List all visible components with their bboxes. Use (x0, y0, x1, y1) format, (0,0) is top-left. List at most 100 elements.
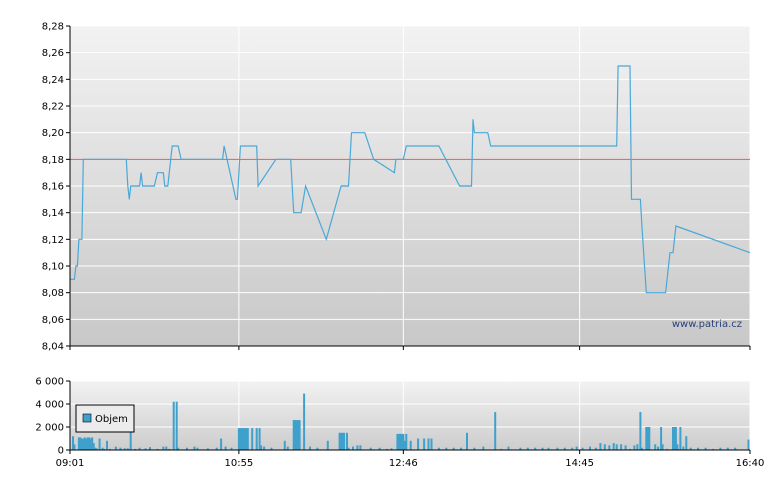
volume-bar (144, 448, 147, 450)
volume-bar (303, 393, 306, 450)
volume-bar (106, 440, 108, 450)
volume-bar (245, 428, 248, 450)
volume-bar (378, 447, 381, 450)
volume-bar (295, 420, 298, 450)
volume-bar (283, 440, 286, 450)
volume-bar (409, 440, 412, 450)
volume-bar (397, 433, 400, 450)
volume-bar (123, 448, 126, 450)
volume-bar (243, 428, 246, 450)
volume-bar (399, 433, 402, 450)
volume-bar (91, 437, 94, 450)
volume-bar (242, 428, 245, 450)
volume-bar (719, 447, 722, 450)
volume-y-tick-label: 4 000 (35, 400, 64, 411)
volume-bars (72, 393, 750, 451)
price-y-axis: 8,04 8,06 8,08 8,10 8,12 8,14 8,16 8,18 8,20 8,22… (42, 22, 70, 353)
volume-bar (620, 444, 623, 451)
volume-bar (581, 447, 584, 450)
volume-bar (726, 447, 729, 450)
volume-bar (612, 443, 615, 450)
volume-bar (640, 447, 643, 450)
volume-bar (672, 427, 674, 450)
volume-bar (343, 432, 346, 451)
volume-bar (682, 446, 685, 450)
volume-bar (356, 445, 359, 450)
volume-bar (114, 446, 117, 450)
volume-legend: Objem (75, 404, 135, 433)
volume-bar (405, 433, 408, 450)
volume-panel: 0 2 000 4 000 6 000 Objem (35, 377, 751, 457)
volume-bar (172, 401, 175, 450)
volume-bar (563, 447, 566, 450)
volume-bar (196, 447, 199, 450)
volume-bar (103, 448, 106, 450)
price-y-tick-label: 8,22 (42, 102, 64, 113)
volume-bar (239, 428, 242, 450)
price-y-tick-label: 8,14 (42, 208, 64, 219)
volume-bar (309, 446, 311, 450)
volume-bar (246, 428, 249, 450)
volume-bar (352, 446, 354, 450)
volume-bar (193, 446, 196, 450)
volume-bar (556, 447, 559, 450)
volume-bar (138, 447, 141, 450)
volume-bar (747, 439, 750, 450)
volume-bar (645, 427, 648, 450)
volume-bar (386, 448, 388, 450)
volume-bar (215, 447, 218, 450)
volume-bar (603, 444, 606, 451)
price-y-tick-label: 8,16 (42, 182, 64, 193)
volume-bar (359, 445, 362, 450)
x-tick-label: 14:45 (565, 458, 594, 469)
watermark: www.patria.cz (672, 319, 742, 330)
volume-bar (430, 438, 433, 450)
volume-y-axis: 0 2 000 4 000 6 000 (35, 377, 70, 457)
volume-y-tick-label: 6 000 (35, 377, 64, 388)
volume-bar (338, 432, 341, 451)
volume-bar (633, 445, 636, 450)
volume-bar (660, 427, 663, 450)
price-y-tick-label: 8,24 (42, 75, 64, 86)
volume-bar (423, 438, 426, 450)
volume-bar (286, 446, 289, 450)
volume-bar (519, 447, 522, 450)
volume-bar (294, 420, 297, 450)
volume-bar (507, 446, 510, 450)
volume-bar (165, 446, 168, 450)
volume-bar (95, 448, 98, 450)
volume-bar (427, 438, 430, 450)
volume-bar (390, 448, 393, 450)
volume-bar (88, 437, 91, 450)
volume-bar (298, 420, 301, 450)
volume-bar (526, 447, 529, 450)
price-y-tick-label: 8,26 (42, 48, 64, 59)
volume-bar (83, 437, 86, 450)
volume-bar (82, 438, 85, 450)
x-tick-label: 10:55 (224, 458, 253, 469)
volume-bar (220, 438, 223, 450)
volume-bar (666, 448, 668, 450)
volume-bar (639, 412, 642, 450)
x-axis: 09:01 10:55 12:46 14:45 16:40 (56, 26, 764, 469)
volume-bar (270, 447, 273, 450)
volume-bar (156, 448, 159, 450)
volume-bar (297, 420, 300, 450)
volume-bar (615, 444, 618, 451)
volume-bar (494, 412, 497, 450)
volume-bar (400, 433, 403, 450)
volume-bar (101, 447, 104, 450)
volume-bar (168, 448, 171, 450)
volume-bar (624, 445, 627, 450)
volume-bar (92, 443, 95, 450)
volume-bar (73, 444, 76, 451)
volume-bar (341, 432, 344, 451)
volume-bar (482, 446, 485, 450)
volume-bar (77, 437, 80, 450)
volume-bar (734, 447, 737, 450)
volume-bar (346, 432, 348, 451)
volume-bar (347, 447, 350, 450)
volume-bar (648, 427, 651, 450)
volume-bar (119, 447, 122, 450)
volume-bar (260, 445, 263, 450)
